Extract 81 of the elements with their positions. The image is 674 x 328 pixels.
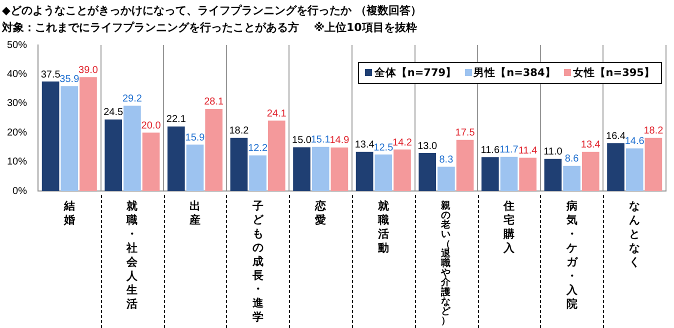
data-label: 11.6 xyxy=(480,144,500,156)
bar xyxy=(519,158,537,191)
data-label: 15.9 xyxy=(185,132,206,144)
bar xyxy=(563,166,580,191)
bar xyxy=(42,82,60,191)
legend-label: 女性【n=395】 xyxy=(572,66,655,80)
bar xyxy=(293,147,310,191)
data-label: 14.6 xyxy=(624,136,645,148)
bar xyxy=(481,157,499,191)
y-tick-label: 0% xyxy=(12,186,28,197)
bar xyxy=(438,166,455,191)
chart-subtitle: 対象：これまでにライフプランニングを行ったことがある方 ※上位10項目を抜粋 xyxy=(2,20,418,36)
x-tick-label: 就職活動 xyxy=(376,199,389,254)
bar xyxy=(205,108,223,191)
bar xyxy=(142,132,160,191)
y-tick-label: 20% xyxy=(6,127,28,138)
data-label: 8.6 xyxy=(564,154,580,165)
data-label: 8.3 xyxy=(439,154,454,166)
bar xyxy=(582,152,600,191)
x-tick-label: なんとなく xyxy=(629,199,640,268)
x-tick-label: 結婚 xyxy=(62,199,75,226)
data-label: 28.1 xyxy=(204,96,224,108)
legend-label: 男性【n=384】 xyxy=(472,66,556,80)
bar xyxy=(167,126,185,191)
x-tick-label: 出産 xyxy=(188,199,200,226)
y-tick-label: 40% xyxy=(6,68,28,80)
data-label: 16.4 xyxy=(606,130,626,142)
category-label: 子どもの成長・進学 xyxy=(252,199,264,324)
bar xyxy=(330,147,348,191)
bar xyxy=(626,148,644,191)
data-label: 20.0 xyxy=(141,120,162,132)
bar xyxy=(418,153,436,191)
data-label: 39.0 xyxy=(78,64,98,76)
data-label: 17.5 xyxy=(455,128,476,139)
bar xyxy=(249,155,266,191)
data-label: 22.1 xyxy=(166,114,186,126)
data-label: 11.0 xyxy=(544,146,563,158)
data-label: 14.2 xyxy=(392,137,412,148)
legend-label: 全体【n=779】 xyxy=(373,66,457,80)
bar xyxy=(60,86,78,191)
y-tick-label: 50% xyxy=(6,40,28,51)
data-label: 13.0 xyxy=(418,140,438,152)
data-label: 15.0 xyxy=(292,134,312,146)
bar xyxy=(356,152,374,191)
data-label: 24.1 xyxy=(266,108,287,120)
bar xyxy=(394,150,411,191)
bar xyxy=(456,140,474,191)
data-label: 12.2 xyxy=(248,143,268,154)
x-tick-label: 就職・社会人生活 xyxy=(126,199,139,310)
bar xyxy=(544,158,562,191)
data-label: 18.2 xyxy=(644,126,664,137)
data-label: 11.7 xyxy=(500,144,519,156)
data-label: 12.5 xyxy=(374,142,394,154)
data-label: 24.5 xyxy=(104,107,124,118)
bar xyxy=(230,138,248,191)
data-label: 13.4 xyxy=(580,140,601,151)
y-tick-label: 30% xyxy=(6,98,28,110)
data-label: 18.2 xyxy=(229,126,250,137)
bar xyxy=(80,77,97,191)
bar xyxy=(644,138,662,191)
bar xyxy=(124,106,141,191)
data-label: 29.2 xyxy=(122,93,142,104)
data-label: 13.4 xyxy=(354,140,375,151)
y-tick-label: 10% xyxy=(6,156,28,168)
bar xyxy=(500,156,518,191)
bar xyxy=(607,143,624,191)
data-label: 14.9 xyxy=(330,135,350,146)
data-label: 37.5 xyxy=(40,69,61,80)
data-label: 15.1 xyxy=(310,134,331,146)
category-label: 親の老い（退職や介護など） xyxy=(441,200,452,327)
bar xyxy=(186,144,204,191)
data-label: 35.9 xyxy=(60,74,80,85)
chart-title: ◆どのようなことがきっかけになって、ライフプランニングを行ったか （複数回答） xyxy=(2,3,422,19)
bar xyxy=(104,119,122,191)
x-tick-label: 病気・ケガ・入院 xyxy=(565,199,578,310)
bar xyxy=(268,120,286,191)
data-label: 11.4 xyxy=(518,145,538,156)
x-tick-label: 住宅購入 xyxy=(502,199,516,254)
x-tick-label: 恋愛 xyxy=(314,199,326,226)
bar xyxy=(312,146,330,191)
bar xyxy=(374,154,392,191)
